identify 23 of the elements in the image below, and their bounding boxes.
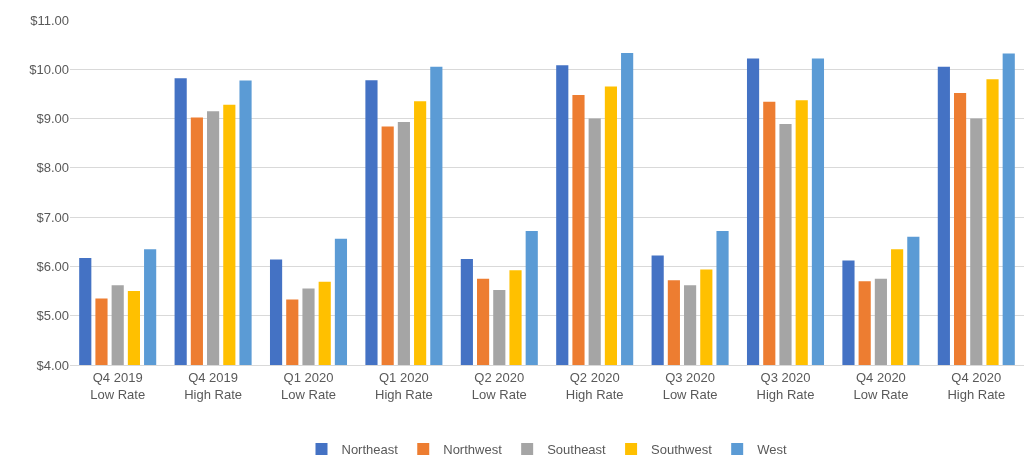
x-tick-label: Q4 2019 High Rate [184,369,243,402]
x-tick-label: Q3 2020 Low Rate [662,369,718,402]
x-tick-label: Q2 2020 Low Rate [471,369,527,402]
x-tick-label: Q4 2020 High Rate [947,369,1006,402]
y-tick-label: $8.00 [36,160,69,176]
legend-label: West [757,442,787,458]
x-tick-label: Q1 2020 Low Rate [281,369,336,402]
y-tick-label: $6.00 [36,258,69,274]
y-tick-label: $5.00 [36,308,69,324]
x-tick-label: Q2 2020 High Rate [565,369,624,402]
y-tick-label: $10.00 [29,61,69,77]
y-tick-label: $4.00 [36,357,69,373]
y-tick-label: $7.00 [36,209,69,225]
x-tick-label: Q1 2020 High Rate [374,369,433,402]
legend-label: Southwest [651,442,713,458]
x-tick-label: Q3 2020 High Rate [756,369,815,402]
y-tick-label: $11.00 [30,12,69,28]
legend-label: Northwest [443,442,503,458]
legend-label: Northeast [341,442,399,458]
x-tick-label: Q4 2019 Low Rate [90,369,146,402]
x-tick-label: Q4 2020 Low Rate [853,369,909,402]
y-tick-label: $9.00 [36,111,69,127]
legend-label: Southeast [547,442,607,458]
